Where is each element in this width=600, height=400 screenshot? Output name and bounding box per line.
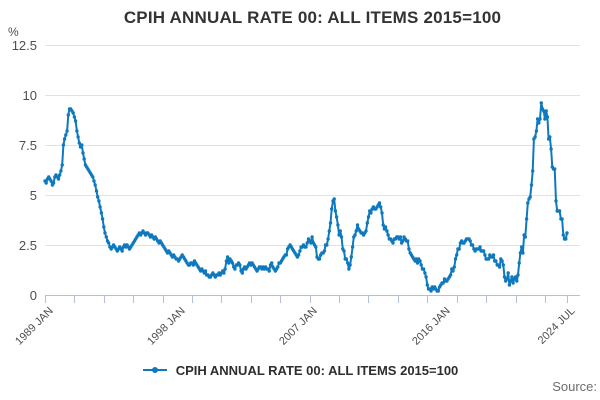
legend: CPIH ANNUAL RATE 00: ALL ITEMS 2015=100	[0, 360, 600, 380]
y-tick-label: 7.5	[18, 138, 37, 153]
chart-title: CPIH ANNUAL RATE 00: ALL ITEMS 2015=100	[123, 8, 502, 27]
y-tick-label: 2.5	[18, 238, 37, 253]
y-tick-label: 0	[29, 288, 37, 303]
legend-line-marker-icon	[142, 367, 167, 373]
source-note: Source:	[552, 379, 597, 394]
legend-series-label: CPIH ANNUAL RATE 00: ALL ITEMS 2015=100	[175, 362, 459, 378]
y-tick-label: 12.5	[11, 38, 37, 53]
y-axis-unit-label: %	[8, 25, 19, 39]
y-tick-label: 10	[22, 88, 37, 103]
y-tick-label: 5	[29, 188, 37, 203]
